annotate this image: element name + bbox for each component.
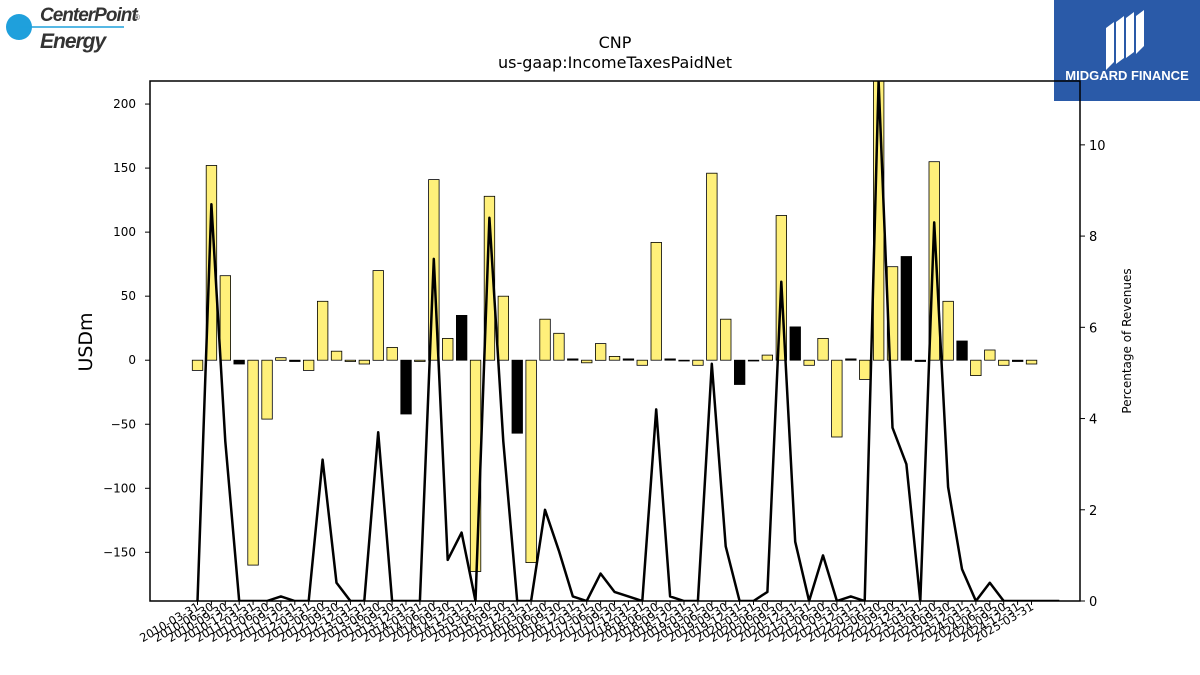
midgard-finance-text: MIDGARD FINANCE — [1065, 68, 1189, 83]
bar — [789, 326, 801, 361]
midgard-finance-logo: MIDGARD FINANCE — [1054, 0, 1200, 101]
bar — [914, 359, 926, 362]
y-tick-label: 0 — [128, 353, 136, 367]
bar — [567, 358, 579, 361]
y-tick-label: −100 — [103, 481, 136, 495]
bar — [414, 359, 426, 362]
logo-text-centerpoint: CenterPoint — [40, 5, 138, 26]
y-tick-label: 50 — [121, 289, 136, 303]
bar — [803, 359, 815, 366]
bar — [942, 300, 954, 361]
bar — [330, 350, 343, 361]
bar — [1025, 359, 1038, 365]
bar — [289, 359, 301, 362]
bar — [970, 359, 982, 377]
bar — [191, 359, 204, 371]
y-axis-label: USDm — [75, 312, 97, 371]
bar — [761, 354, 773, 361]
bar — [747, 359, 760, 362]
y-tick-label: 200 — [113, 97, 136, 111]
logo-text-energy: Energy — [40, 30, 108, 53]
y-right-tick-label: 0 — [1089, 595, 1097, 610]
bar — [692, 359, 704, 366]
bar — [455, 314, 468, 361]
y-tick-label: 150 — [113, 161, 136, 175]
bar — [497, 295, 510, 361]
bar — [608, 355, 621, 361]
bar — [400, 359, 412, 415]
bar — [900, 256, 912, 361]
y-right-tick-label: 8 — [1089, 230, 1097, 245]
bar — [275, 357, 287, 361]
bar — [720, 318, 732, 361]
bar — [442, 337, 454, 361]
series-line — [196, 81, 1060, 601]
bar — [316, 300, 329, 361]
midgard-mark-icon — [1106, 10, 1144, 70]
bar — [998, 359, 1010, 366]
logo-text-registered: ® — [134, 13, 140, 22]
bar — [358, 359, 371, 365]
bar — [678, 359, 690, 362]
bar — [817, 337, 829, 361]
centerpoint-energy-logo: CenterPoint ® Energy — [4, 4, 154, 56]
bar — [734, 359, 746, 385]
chart-subtitle: us-gaap:IncomeTaxesPaidNet — [498, 53, 732, 72]
bar — [956, 340, 968, 361]
bar — [386, 346, 398, 361]
bar — [302, 359, 315, 371]
bar — [511, 359, 523, 434]
bar — [581, 359, 593, 364]
bar — [1012, 359, 1024, 362]
y-tick-label: −150 — [103, 545, 136, 559]
bar — [928, 161, 940, 361]
bar — [553, 332, 565, 361]
chart-title: CNP — [598, 33, 632, 52]
bar — [664, 358, 676, 361]
bar — [261, 359, 273, 420]
y-right-tick-label: 4 — [1089, 413, 1097, 428]
y-tick-label: 100 — [113, 225, 136, 239]
bar — [859, 359, 871, 380]
y-right-axis-label: Percentage of Revenues — [1120, 268, 1134, 413]
bar — [595, 343, 607, 361]
bar — [845, 358, 857, 361]
bar — [539, 318, 551, 361]
y-right-tick-label: 2 — [1089, 504, 1097, 519]
bar — [650, 241, 662, 361]
bar — [233, 359, 245, 365]
bar — [247, 359, 259, 566]
bar — [344, 359, 357, 362]
bar — [831, 359, 843, 438]
y-tick-label: −50 — [111, 417, 136, 431]
bar — [205, 165, 218, 361]
y-right-tick-label: 6 — [1089, 321, 1097, 336]
bar — [636, 359, 648, 366]
bar — [219, 275, 232, 361]
bar — [706, 172, 718, 361]
plot-area — [191, 81, 1060, 601]
bar — [483, 195, 496, 361]
bar — [622, 358, 635, 361]
y-right-tick-label: 10 — [1089, 139, 1106, 154]
bar — [372, 270, 384, 361]
bar — [984, 349, 996, 361]
bar — [525, 359, 537, 564]
